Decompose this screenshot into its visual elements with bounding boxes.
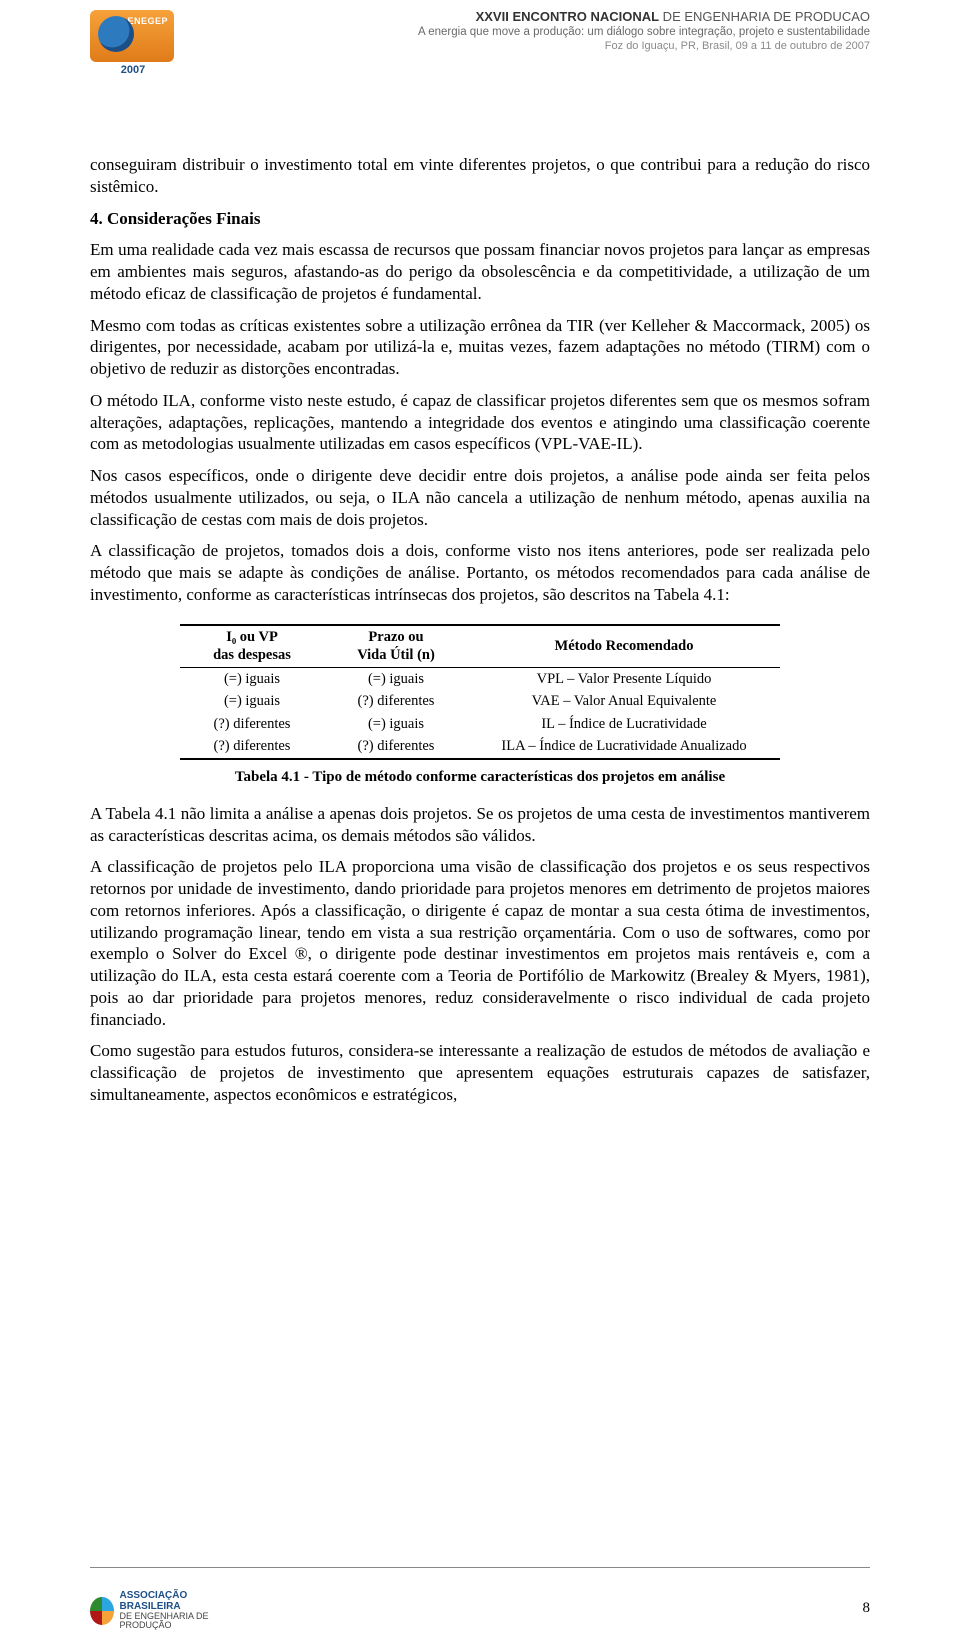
document-body: conseguiram distribuir o investimento to… [90,114,870,1106]
paragraph: Como sugestão para estudos futuros, cons… [90,1040,870,1105]
paragraph: conseguiram distribuir o investimento to… [90,154,870,198]
table-caption: Tabela 4.1 - Tipo de método conforme car… [180,768,780,787]
header-title-rest: DE ENGENHARIA DE PRODUCAO [659,9,870,24]
paragraph: O método ILA, conforme visto neste estud… [90,390,870,455]
cell-a: (?) diferentes [180,713,324,736]
col-header-prazo: Prazo ou Vida Útil (n) [324,625,468,668]
paragraph: Em uma realidade cada vez mais escassa d… [90,239,870,304]
cell-c: VAE – Valor Anual Equivalente [468,690,780,713]
col-header-i0vp: I₀ ou VP das despesas [180,625,324,668]
section-heading: 4. Considerações Finais [90,208,870,230]
col-header-metodo: Método Recomendado [468,625,780,668]
table-row: (?) diferentes (?) diferentes ILA – Índi… [180,735,780,759]
abepro-icon [90,1597,114,1625]
header-text-block: XXVII ENCONTRO NACIONAL DE ENGENHARIA DE… [418,10,870,53]
paragraph: A classificação de projetos, tomados doi… [90,540,870,605]
paragraph: Nos casos específicos, onde o dirigente … [90,465,870,530]
enegep-badge-text: ENEGEP [127,16,168,26]
header-title-bold: XXVII ENCONTRO NACIONAL [476,9,659,24]
method-table: I₀ ou VP das despesas Prazo ou Vida Útil… [180,624,780,760]
header-title: XXVII ENCONTRO NACIONAL DE ENGENHARIA DE… [418,10,870,25]
table-row: (?) diferentes (=) iguais IL – Índice de… [180,713,780,736]
table-header-row: I₀ ou VP das despesas Prazo ou Vida Útil… [180,625,780,668]
table-row: (=) iguais (=) iguais VPL – Valor Presen… [180,667,780,690]
table-4-1: I₀ ou VP das despesas Prazo ou Vida Útil… [180,624,780,787]
page-header: ENEGEP 2007 XXVII ENCONTRO NACIONAL DE E… [90,0,870,114]
header-subtitle: A energia que move a produção: um diálog… [418,26,870,39]
footer-rule [90,1567,870,1568]
table-row: (=) iguais (?) diferentes VAE – Valor An… [180,690,780,713]
cell-b: (=) iguais [324,713,468,736]
cell-b: (?) diferentes [324,735,468,759]
cell-c: VPL – Valor Presente Líquido [468,667,780,690]
paragraph: A Tabela 4.1 não limita a análise a apen… [90,803,870,847]
abepro-logo: ASSOCIAÇÃO BRASILEIRA DE ENGENHARIA DE P… [90,1591,240,1627]
enegep-logo: ENEGEP 2007 [90,10,176,80]
cell-a: (?) diferentes [180,735,324,759]
paragraph: A classificação de projetos pelo ILA pro… [90,856,870,1030]
header-location: Foz do Iguaçu, PR, Brasil, 09 a 11 de ou… [418,40,870,53]
enegep-year: 2007 [90,64,176,76]
cell-a: (=) iguais [180,667,324,690]
page-number: 8 [863,1600,871,1617]
page-footer: ASSOCIAÇÃO BRASILEIRA DE ENGENHARIA DE P… [90,1567,870,1627]
enegep-badge-icon: ENEGEP [90,10,174,62]
cell-a: (=) iguais [180,690,324,713]
table-body: (=) iguais (=) iguais VPL – Valor Presen… [180,667,780,759]
cell-b: (=) iguais [324,667,468,690]
cell-c: IL – Índice de Lucratividade [468,713,780,736]
page: ENEGEP 2007 XXVII ENCONTRO NACIONAL DE E… [0,0,960,1647]
abepro-text: ASSOCIAÇÃO BRASILEIRA DE ENGENHARIA DE P… [120,1591,241,1631]
cell-c: ILA – Índice de Lucratividade Anualizado [468,735,780,759]
paragraph: Mesmo com todas as críticas existentes s… [90,315,870,380]
cell-b: (?) diferentes [324,690,468,713]
